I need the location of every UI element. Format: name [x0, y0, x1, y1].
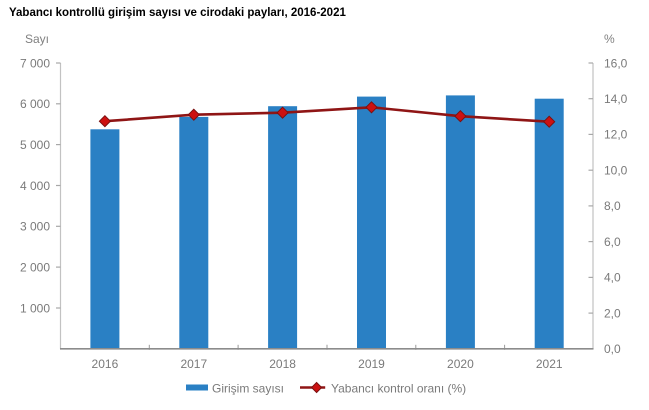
svg-text:16,0: 16,0 — [604, 56, 628, 70]
svg-text:2018: 2018 — [269, 357, 296, 371]
svg-text:2 000: 2 000 — [20, 260, 50, 274]
svg-text:5 000: 5 000 — [20, 138, 50, 152]
svg-text:2019: 2019 — [358, 357, 385, 371]
svg-text:2020: 2020 — [447, 357, 474, 371]
svg-text:0,0: 0,0 — [604, 342, 621, 356]
svg-text:8,0: 8,0 — [604, 199, 621, 213]
svg-text:14,0: 14,0 — [604, 92, 628, 106]
svg-text:10,0: 10,0 — [604, 164, 628, 178]
svg-text:2,0: 2,0 — [604, 306, 621, 320]
svg-text:Sayı: Sayı — [25, 32, 49, 46]
svg-text:6,0: 6,0 — [604, 235, 621, 249]
svg-text:Yabancı kontrollü girişim sayı: Yabancı kontrollü girişim sayısı ve ciro… — [9, 7, 346, 19]
svg-text:2016: 2016 — [92, 357, 119, 371]
svg-text:4 000: 4 000 — [20, 179, 50, 193]
svg-text:12,0: 12,0 — [604, 128, 628, 142]
svg-text:7 000: 7 000 — [20, 56, 50, 70]
svg-text:Yabancı kontrol oranı (%): Yabancı kontrol oranı (%) — [331, 382, 466, 396]
svg-text:3 000: 3 000 — [20, 220, 50, 234]
svg-text:4,0: 4,0 — [604, 271, 621, 285]
svg-text:1 000: 1 000 — [20, 301, 50, 315]
svg-text:2017: 2017 — [180, 357, 207, 371]
svg-text:%: % — [604, 32, 615, 46]
svg-text:2021: 2021 — [536, 357, 563, 371]
svg-text:Girişim sayısı: Girişim sayısı — [212, 382, 284, 396]
svg-text:6 000: 6 000 — [20, 97, 50, 111]
